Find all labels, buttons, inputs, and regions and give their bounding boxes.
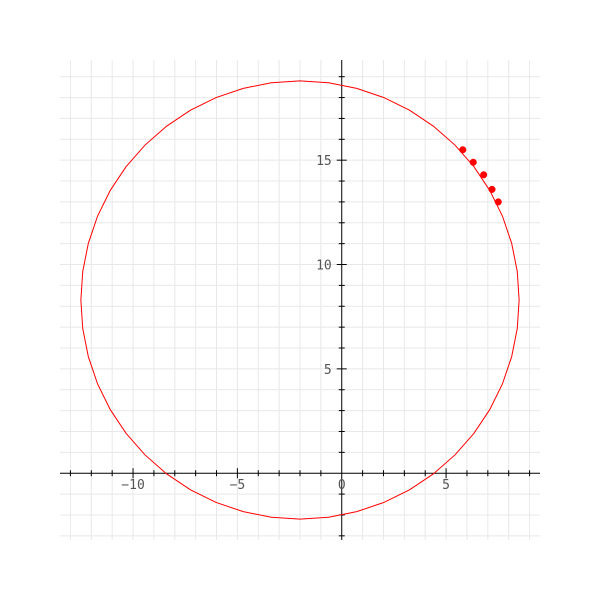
data-point — [480, 171, 488, 179]
axis-ticks — [69, 76, 531, 537]
data-point — [488, 185, 496, 193]
y-tick-label: 15 — [316, 154, 332, 169]
data-point — [469, 158, 477, 166]
data-points — [459, 146, 502, 206]
data-point — [494, 198, 502, 206]
x-tick-label: −10 — [121, 478, 144, 493]
circle-curve-layer — [80, 80, 520, 520]
y-tick-label: 5 — [324, 363, 332, 378]
x-tick-label: 5 — [442, 478, 450, 493]
grid — [60, 60, 540, 540]
x-tick-label: 0 — [338, 478, 346, 493]
tick-labels: −10 −5 0 5 5 10 15 — [121, 154, 450, 493]
x-tick-label: −5 — [230, 478, 246, 493]
y-tick-label: 10 — [316, 259, 332, 274]
data-point — [459, 146, 467, 154]
circle-curve — [80, 80, 520, 520]
